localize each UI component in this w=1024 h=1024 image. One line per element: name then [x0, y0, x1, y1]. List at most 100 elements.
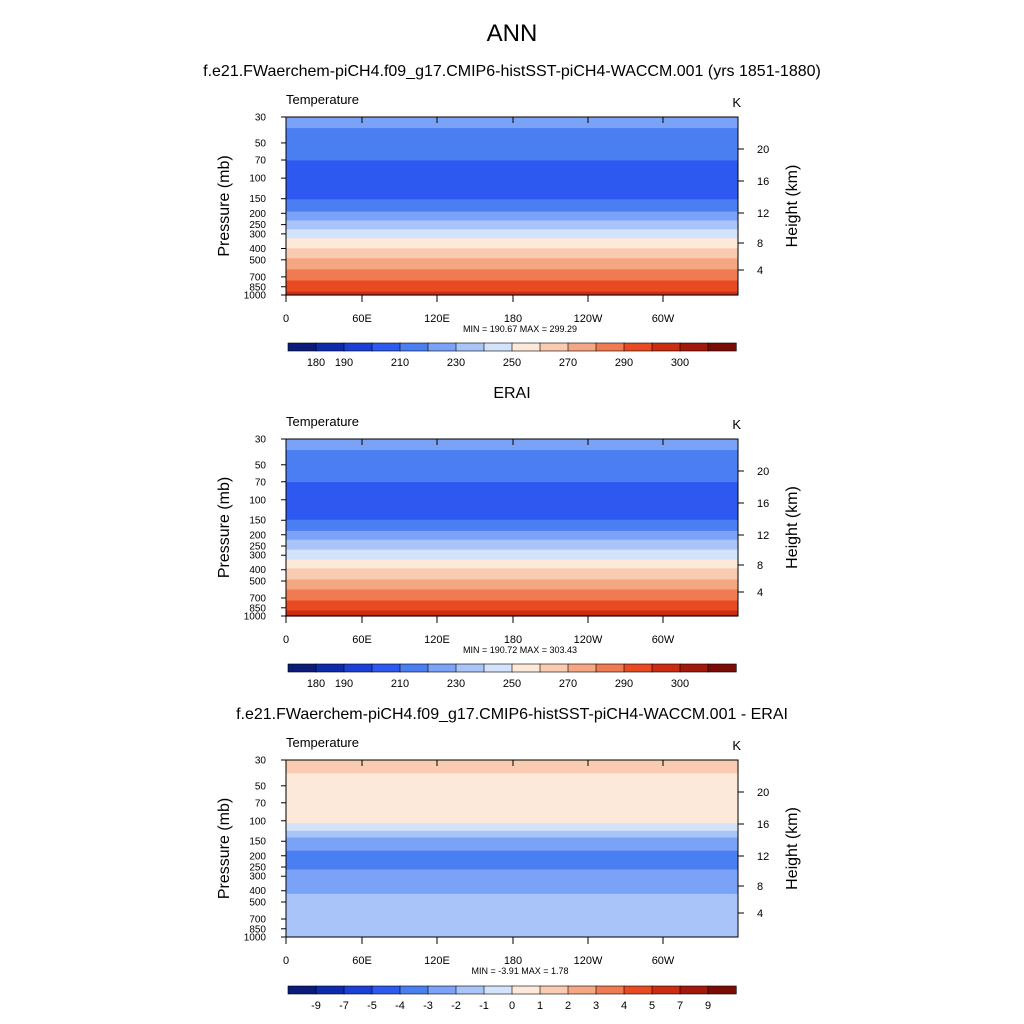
field-band: [286, 567, 738, 570]
panel-3: 0 60E 120E 180 120W 60W3050701001502002503004…: [216, 735, 801, 1012]
y-tick-label: 300: [249, 229, 266, 240]
field-band: [286, 539, 738, 542]
min-max-label: MIN = -3.91 MAX = 1.78: [471, 966, 568, 976]
panel-1-field: [286, 117, 738, 296]
field-band: [286, 854, 738, 856]
field-band: [286, 180, 738, 183]
field-band: [286, 446, 738, 449]
variable-label: Temperature: [286, 414, 359, 429]
field-band: [286, 786, 738, 789]
colorbar-label: 210: [391, 357, 409, 369]
colorbar-swatch: [623, 985, 653, 995]
colorbar-swatch: [343, 342, 373, 352]
field-band: [286, 559, 738, 562]
field-band: [286, 893, 738, 896]
field-band: [286, 771, 738, 773]
field-band: [286, 774, 738, 777]
panel-2-colorbar: 180 190 210 230 250 270 290 300: [287, 663, 737, 690]
colorbar-swatch: [651, 342, 681, 352]
field-band: [286, 447, 738, 450]
field-band: [286, 922, 738, 925]
field-band: [286, 836, 738, 839]
field-band: [286, 485, 738, 488]
field-band: [286, 471, 738, 473]
field-band: [286, 599, 738, 602]
field-band: [286, 815, 738, 818]
y-axis-label: Pressure (mb): [216, 798, 233, 899]
field-band: [286, 587, 738, 589]
field-band: [286, 826, 738, 829]
field-band: [286, 591, 738, 594]
field-band: [286, 868, 738, 871]
y-tick-label: 250: [249, 542, 266, 553]
field-band: [286, 494, 738, 497]
field-band: [286, 217, 738, 219]
field-band: [286, 267, 738, 269]
field-band: [286, 288, 738, 291]
colorbar-swatch: [483, 663, 513, 673]
field-band: [286, 569, 738, 572]
field-band: [286, 277, 738, 279]
field-band: [286, 865, 738, 867]
field-band: [286, 597, 738, 599]
field-band: [286, 453, 738, 456]
height-tick-label: 12: [757, 208, 769, 220]
colorbar-swatch: [567, 342, 597, 352]
field-band: [286, 244, 738, 247]
field-band: [286, 573, 738, 576]
field-band: [286, 137, 738, 139]
field-band: [286, 835, 738, 837]
y-tick-label: 250: [249, 863, 266, 874]
field-band: [286, 192, 738, 195]
field-band: [286, 809, 738, 812]
field-band: [286, 520, 738, 523]
field-band: [286, 769, 738, 772]
field-band: [286, 915, 738, 918]
y-tick-label: 100: [249, 495, 266, 506]
x-tick-label: 60E: [352, 313, 372, 325]
field-band: [286, 582, 738, 585]
field-band: [286, 268, 738, 271]
field-band: [286, 585, 738, 587]
field-band: [286, 566, 738, 568]
field-band: [286, 444, 738, 447]
field-band: [286, 564, 738, 566]
field-band: [286, 527, 738, 530]
x-tick-label: 180: [504, 634, 522, 646]
field-band: [286, 861, 738, 864]
field-band: [286, 489, 738, 492]
field-band: [286, 241, 738, 244]
colorbar-label: -4: [395, 1000, 405, 1012]
field-band: [286, 132, 738, 135]
field-band: [286, 834, 738, 836]
field-band: [286, 493, 738, 495]
field-band: [286, 793, 738, 795]
field-band: [286, 216, 738, 218]
field-band: [286, 462, 738, 464]
field-band: [286, 488, 738, 491]
field-band: [286, 525, 738, 527]
field-band: [286, 845, 738, 847]
height-tick-label: 16: [757, 176, 769, 188]
field-band: [286, 909, 738, 912]
field-band: [286, 279, 738, 282]
field-band: [286, 776, 738, 779]
colorbar-swatch: [455, 342, 485, 352]
field-band: [286, 800, 738, 803]
y-axis-label: Pressure (mb): [216, 155, 233, 256]
field-band: [286, 149, 738, 151]
field-band: [286, 848, 738, 851]
field-band: [286, 124, 738, 127]
field-band: [286, 154, 738, 157]
field-band: [286, 898, 738, 900]
field-band: [286, 123, 738, 126]
field-band: [286, 516, 738, 519]
panel-3-field: [286, 760, 738, 938]
field-band: [286, 593, 738, 596]
field-band: [286, 254, 738, 257]
field-band: [286, 923, 738, 926]
field-band: [286, 805, 738, 808]
colorbar-label: 2: [565, 1000, 571, 1012]
field-band: [286, 903, 738, 906]
field-band: [286, 838, 738, 841]
